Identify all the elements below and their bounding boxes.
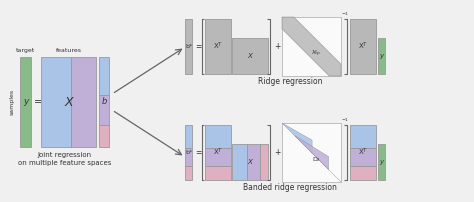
- Text: +: +: [274, 148, 281, 157]
- Text: +: +: [274, 42, 281, 51]
- Bar: [232, 38, 268, 74]
- Polygon shape: [311, 152, 341, 182]
- Polygon shape: [294, 135, 328, 170]
- Text: =: =: [195, 148, 201, 157]
- Bar: [99, 124, 109, 147]
- Text: X$^T$: X$^T$: [358, 41, 368, 52]
- Text: samples: samples: [9, 89, 15, 115]
- Text: b*: b*: [185, 44, 192, 49]
- Bar: [350, 125, 376, 148]
- Bar: [71, 57, 96, 147]
- Text: Joint regression
on multiple feature spaces: Joint regression on multiple feature spa…: [18, 152, 111, 166]
- Polygon shape: [282, 17, 341, 76]
- Polygon shape: [282, 123, 312, 153]
- Bar: [350, 148, 376, 166]
- Bar: [350, 166, 376, 180]
- Text: y: y: [23, 98, 28, 106]
- Bar: [205, 125, 231, 148]
- Text: X$^T$: X$^T$: [213, 147, 223, 158]
- Bar: [378, 144, 385, 180]
- Bar: [247, 144, 260, 180]
- Text: X$^T$: X$^T$: [358, 147, 368, 158]
- Text: Banded ridge regression: Banded ridge regression: [243, 183, 337, 192]
- Bar: [99, 95, 109, 124]
- Bar: [205, 148, 231, 166]
- Bar: [185, 148, 192, 166]
- Bar: [378, 38, 385, 74]
- Text: y: y: [380, 53, 383, 59]
- Bar: [205, 166, 231, 180]
- Text: λI$_p$: λI$_p$: [311, 48, 321, 59]
- Bar: [260, 144, 268, 180]
- Text: =: =: [195, 42, 201, 51]
- Bar: [20, 57, 31, 147]
- Text: target: target: [16, 48, 35, 53]
- Text: Ridge regression: Ridge regression: [258, 77, 322, 86]
- Text: y: y: [380, 159, 383, 165]
- Bar: [99, 57, 109, 95]
- Bar: [41, 57, 71, 147]
- Bar: [185, 125, 192, 148]
- Bar: [282, 123, 341, 182]
- Text: $^{-1}$: $^{-1}$: [341, 117, 350, 122]
- Text: X$^T$: X$^T$: [213, 41, 223, 52]
- Text: =: =: [34, 97, 42, 107]
- Text: b: b: [101, 98, 107, 106]
- Text: D$_λ$: D$_λ$: [312, 155, 321, 164]
- Bar: [185, 19, 192, 74]
- Text: X: X: [247, 53, 252, 59]
- Bar: [185, 166, 192, 180]
- Text: features: features: [55, 48, 82, 53]
- Bar: [205, 19, 231, 74]
- Text: $^{-1}$: $^{-1}$: [341, 11, 350, 17]
- Text: X: X: [247, 159, 252, 165]
- Bar: [350, 19, 376, 74]
- Bar: [282, 17, 341, 76]
- Text: X: X: [64, 96, 73, 108]
- Text: b*: b*: [185, 150, 192, 155]
- Bar: [232, 144, 247, 180]
